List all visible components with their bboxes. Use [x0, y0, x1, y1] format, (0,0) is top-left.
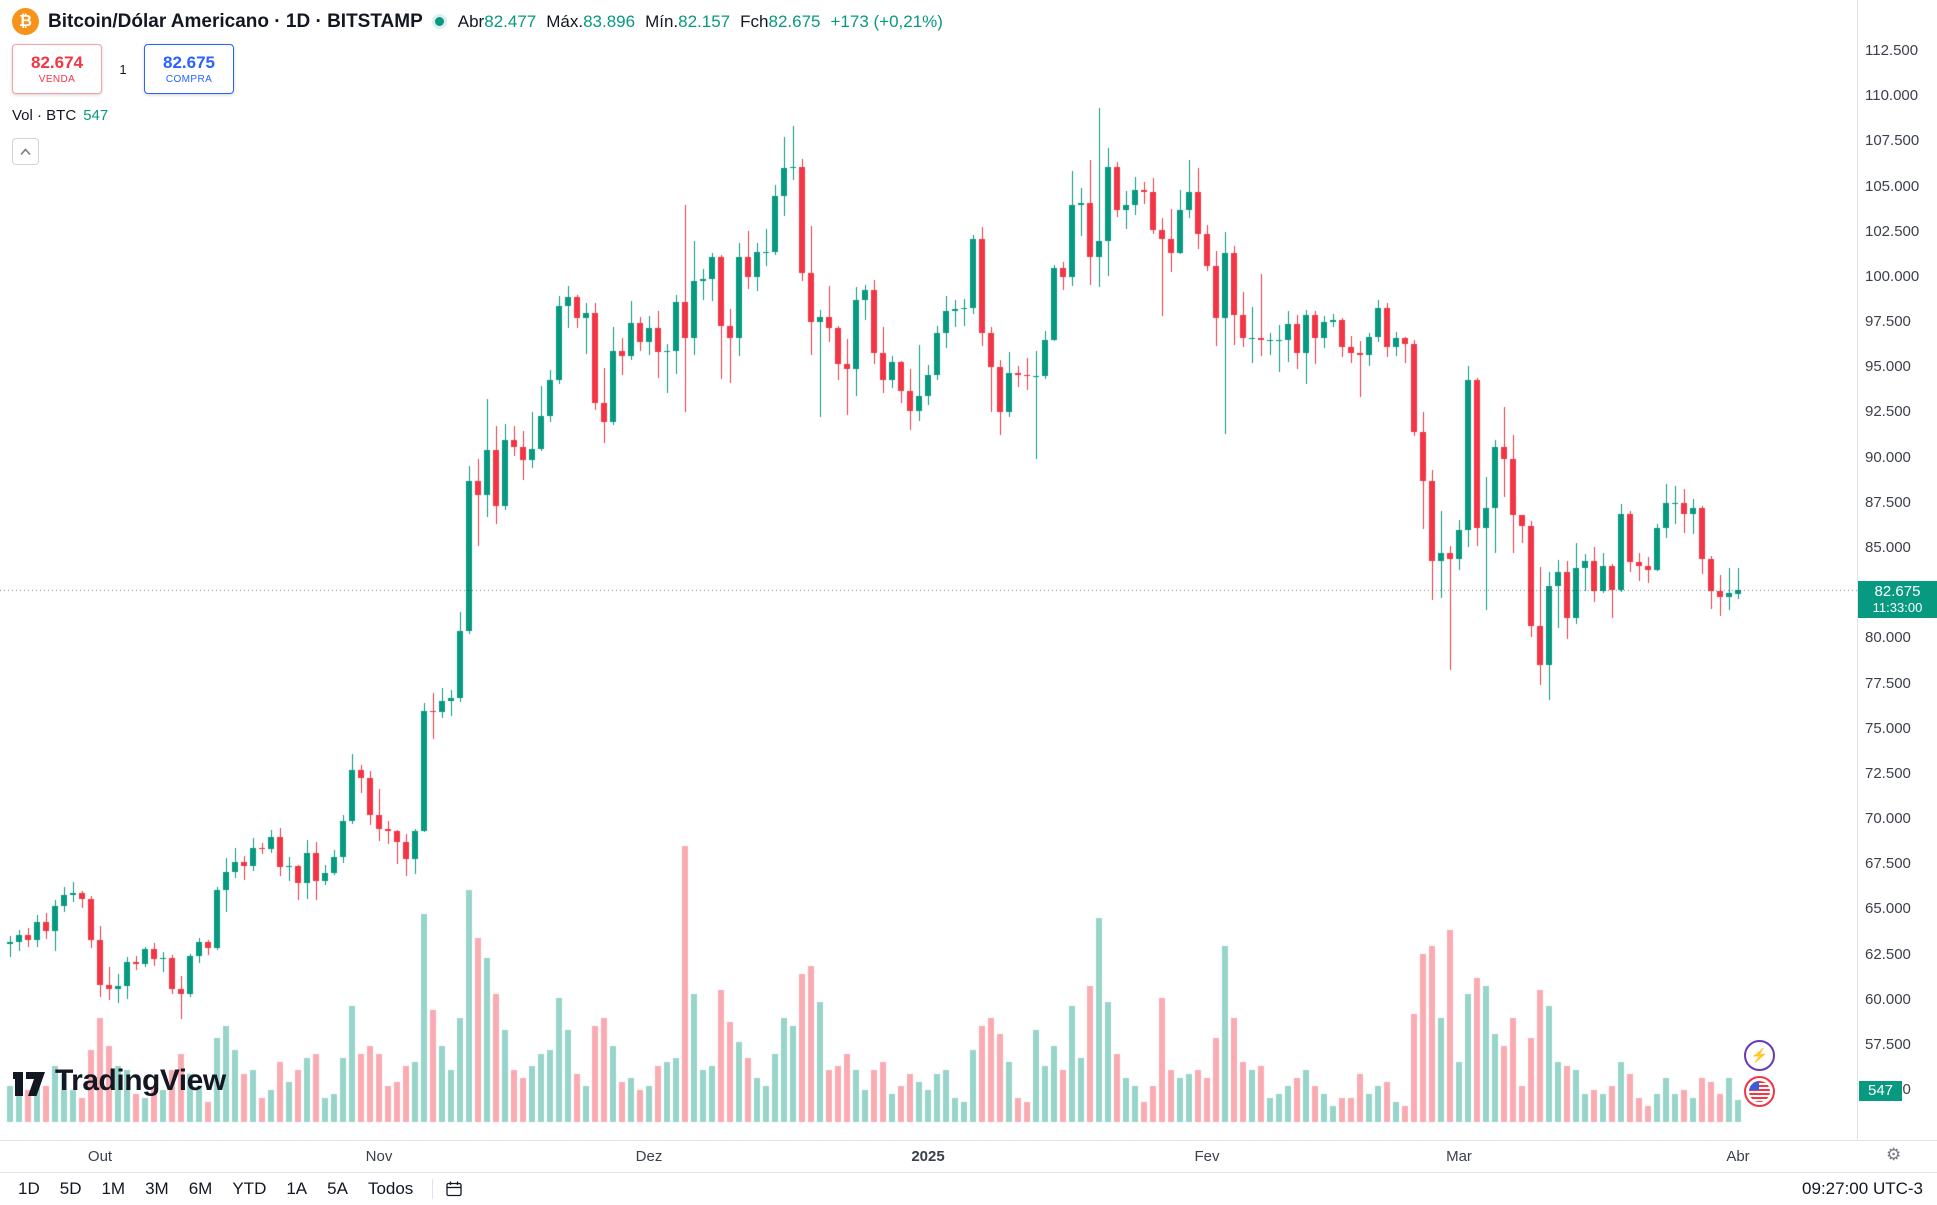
range-button-5a[interactable]: 5A: [327, 1179, 348, 1198]
range-button-5d[interactable]: 5D: [59, 1179, 82, 1198]
price-axis[interactable]: 55.00057.50060.00062.50065.00067.50070.0…: [1857, 0, 1937, 1140]
price-tick-label: 92.500: [1865, 403, 1911, 421]
candlestick-chart-canvas[interactable]: [0, 0, 1857, 1140]
volume-indicator-row[interactable]: Vol · BTC 547: [12, 107, 953, 124]
range-button-1d[interactable]: 1D: [18, 1179, 40, 1198]
time-axis[interactable]: ⚙ Out Nov Dez 2025 Fev Mar Abr: [0, 1140, 1937, 1172]
time-tick-label: Abr: [1726, 1148, 1750, 1165]
buy-button[interactable]: 82.675 COMPRA: [144, 44, 234, 94]
volume-indicator-value: 547: [83, 107, 109, 124]
high-label: Máx.: [546, 11, 584, 31]
time-tick-label: Out: [87, 1148, 113, 1165]
quick-trade-lightning-button[interactable]: ⚡: [1744, 1040, 1775, 1071]
us-flag-icon: [1749, 1081, 1770, 1102]
price-tick-label: 72.500: [1865, 764, 1911, 782]
sell-price: 82.674: [31, 52, 83, 72]
price-tick-label: 97.500: [1865, 313, 1911, 331]
close-label: Fch: [740, 11, 769, 31]
range-button-1a[interactable]: 1A: [286, 1179, 308, 1198]
lightning-icon: ⚡: [1750, 1047, 1769, 1063]
chevron-up-icon: [20, 147, 31, 155]
sell-label: VENDA: [38, 73, 76, 85]
price-tick-label: 90.000: [1865, 448, 1911, 466]
collapse-panel-button[interactable]: [12, 138, 39, 165]
price-tick-label: 102.500: [1865, 222, 1920, 240]
price-tick-label: 67.500: [1865, 855, 1911, 873]
low-label: Mín.: [645, 11, 679, 31]
bitcoin-logo-icon: ₿: [12, 8, 39, 35]
tradingview-brand-text: TradingView: [55, 1064, 226, 1097]
buy-price: 82.675: [163, 52, 215, 72]
market-status-dot-icon: [434, 17, 444, 26]
bar-countdown: 11:33:00: [1872, 600, 1923, 616]
price-tick-label: 110.000: [1865, 87, 1919, 105]
price-tick-label: 100.000: [1865, 267, 1920, 285]
axis-settings-gear-icon[interactable]: ⚙: [1886, 1145, 1902, 1164]
time-tick-label: Fev: [1194, 1148, 1220, 1165]
price-tick-label: 87.500: [1865, 493, 1911, 511]
buy-label: COMPRA: [165, 73, 213, 85]
trade-buttons-row: 82.674 VENDA 1 82.675 COMPRA: [12, 44, 953, 94]
low-value: 82.157: [678, 11, 731, 31]
price-tick-label: 70.000: [1865, 810, 1911, 828]
time-tick-label: Nov: [365, 1148, 393, 1165]
range-button-todos[interactable]: Todos: [367, 1179, 414, 1198]
range-button-ytd[interactable]: YTD: [232, 1179, 267, 1198]
calendar-icon: [446, 1181, 462, 1197]
open-label: Abr: [457, 11, 485, 31]
tradingview-mark-icon: [13, 1072, 45, 1096]
price-tick-label: 112.500: [1865, 42, 1919, 59]
time-tick-label: Dez: [635, 1148, 663, 1165]
current-volume-label: 547: [1859, 1081, 1903, 1101]
spread-value: 1: [119, 61, 127, 77]
range-button-3m[interactable]: 3M: [145, 1179, 169, 1198]
price-tick-label: 57.500: [1865, 1036, 1911, 1053]
current-price-label: 82.675 11:33:00: [1858, 581, 1937, 619]
symbol-title[interactable]: Bitcoin/Dólar Americano · 1D · BITSTAMP: [48, 10, 423, 32]
ohlc-values: Abr82.477 Máx.83.896 Mín.82.157 Fch82.67…: [458, 12, 953, 32]
price-tick-label: 107.500: [1865, 132, 1920, 150]
high-value: 83.896: [583, 11, 636, 31]
close-value: 82.675: [768, 11, 821, 31]
range-button-1m[interactable]: 1M: [101, 1179, 126, 1198]
sell-button[interactable]: 82.674 VENDA: [12, 44, 102, 94]
price-tick-label: 105.000: [1865, 177, 1920, 195]
price-tick-label: 85.000: [1865, 539, 1911, 556]
range-selector: 1D 5D 1M 3M 6M YTD 1A 5A Todos: [8, 1176, 423, 1202]
bottom-toolbar: 1D 5D 1M 3M 6M YTD 1A 5A Todos 09:27:00 UTC-3: [0, 1172, 1937, 1205]
timezone-clock[interactable]: 09:27:00 UTC-3: [1802, 1179, 1923, 1198]
price-tick-label: 95.000: [1865, 358, 1911, 376]
volume-indicator-label: Vol · BTC: [12, 107, 77, 124]
economic-event-flag-button[interactable]: [1744, 1076, 1775, 1107]
price-tick-label: 75.000: [1865, 719, 1911, 737]
price-tick-label: 80.000: [1865, 629, 1911, 647]
toolbar-divider: [432, 1179, 434, 1199]
range-button-6m[interactable]: 6M: [188, 1179, 213, 1198]
time-tick-label: Mar: [1446, 1148, 1472, 1165]
current-price-value: 82.675: [1874, 583, 1921, 601]
flag-canton: [1749, 1081, 1759, 1090]
price-tick-label: 60.000: [1865, 990, 1911, 1008]
price-tick-label: 65.000: [1865, 900, 1911, 918]
price-tick-label: 62.500: [1865, 945, 1911, 963]
symbol-row: ₿ Bitcoin/Dólar Americano · 1D · BITSTAM…: [12, 8, 953, 35]
open-value: 82.477: [484, 11, 537, 31]
price-tick-label: 77.500: [1865, 674, 1911, 692]
change-value: +173 (+0,21%): [830, 11, 943, 31]
go-to-date-button[interactable]: [444, 1179, 464, 1199]
tradingview-logo[interactable]: TradingView: [12, 1062, 226, 1100]
time-tick-label: 2025: [911, 1148, 945, 1165]
chart-header: ₿ Bitcoin/Dólar Americano · 1D · BITSTAM…: [12, 8, 953, 165]
